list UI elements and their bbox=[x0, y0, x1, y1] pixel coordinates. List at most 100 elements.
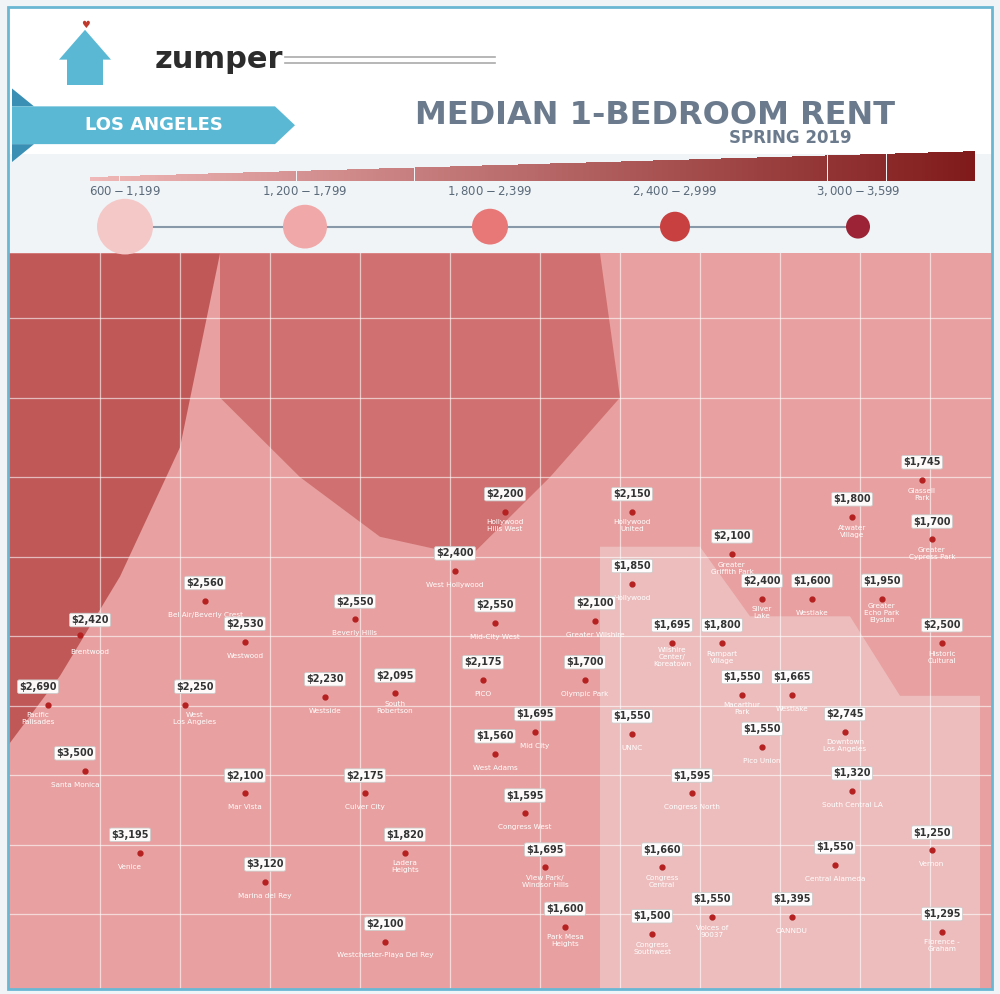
Bar bbox=[810, 156, 813, 181]
Text: $2,150: $2,150 bbox=[613, 489, 651, 499]
Bar bbox=[518, 164, 521, 181]
Bar bbox=[479, 166, 482, 181]
Bar bbox=[609, 162, 612, 181]
Bar bbox=[102, 177, 105, 181]
Bar bbox=[217, 173, 220, 181]
Bar bbox=[67, 58, 103, 85]
Text: $1,550: $1,550 bbox=[613, 712, 651, 722]
Polygon shape bbox=[12, 106, 295, 144]
Bar bbox=[264, 172, 267, 181]
Bar bbox=[583, 163, 586, 181]
Bar bbox=[485, 165, 488, 181]
Bar bbox=[335, 170, 338, 181]
Bar bbox=[836, 155, 839, 181]
Bar bbox=[860, 154, 863, 181]
Bar bbox=[804, 156, 807, 181]
Text: $1,320: $1,320 bbox=[833, 768, 871, 778]
Bar bbox=[190, 174, 193, 181]
Bar bbox=[423, 167, 426, 181]
Bar bbox=[134, 176, 137, 181]
Text: $2,230: $2,230 bbox=[306, 674, 344, 684]
Text: $2,175: $2,175 bbox=[346, 770, 384, 780]
Bar bbox=[948, 152, 951, 181]
Text: Venice: Venice bbox=[118, 864, 142, 870]
Bar bbox=[282, 171, 285, 181]
Bar bbox=[285, 171, 288, 181]
Bar bbox=[367, 169, 370, 181]
Bar bbox=[512, 165, 515, 181]
Bar bbox=[736, 158, 739, 181]
Bar bbox=[302, 171, 305, 181]
Text: Downtown
Los Angeles: Downtown Los Angeles bbox=[823, 740, 867, 752]
Text: Pico Union: Pico Union bbox=[743, 757, 781, 763]
Bar bbox=[780, 157, 783, 181]
Bar bbox=[763, 157, 766, 181]
Bar bbox=[370, 169, 373, 181]
Text: $3,120: $3,120 bbox=[246, 860, 284, 870]
Bar bbox=[90, 177, 93, 181]
Bar bbox=[255, 172, 258, 181]
Bar bbox=[559, 163, 562, 181]
Bar bbox=[350, 169, 353, 181]
Bar bbox=[972, 151, 975, 181]
Text: $1,700: $1,700 bbox=[566, 657, 604, 667]
Bar bbox=[925, 152, 928, 181]
Text: $2,100: $2,100 bbox=[226, 770, 264, 780]
Bar bbox=[766, 157, 768, 181]
Bar bbox=[922, 153, 925, 181]
Circle shape bbox=[472, 209, 508, 245]
Text: Greater
Griffith Park: Greater Griffith Park bbox=[711, 562, 753, 575]
Bar bbox=[338, 170, 341, 181]
Text: Wilshire
Center/
Koreatown: Wilshire Center/ Koreatown bbox=[653, 647, 691, 667]
Text: Congress
Central: Congress Central bbox=[645, 875, 679, 888]
Bar bbox=[857, 154, 860, 181]
Bar bbox=[639, 161, 642, 181]
Bar bbox=[261, 172, 264, 181]
Bar bbox=[636, 161, 639, 181]
Text: Hollywood
United: Hollywood United bbox=[613, 520, 651, 533]
Text: Pacific
Palisades: Pacific Palisades bbox=[21, 712, 55, 725]
Bar bbox=[887, 154, 889, 181]
Bar bbox=[869, 154, 872, 181]
Bar bbox=[462, 166, 465, 181]
Bar bbox=[686, 159, 689, 181]
Bar bbox=[93, 177, 96, 181]
Text: $600 - $1,199: $600 - $1,199 bbox=[89, 184, 161, 198]
Bar bbox=[447, 167, 450, 181]
Text: Westlake: Westlake bbox=[776, 706, 808, 712]
Bar bbox=[777, 157, 780, 181]
Bar bbox=[830, 155, 833, 181]
Bar bbox=[839, 155, 842, 181]
Polygon shape bbox=[220, 253, 620, 557]
Bar bbox=[828, 155, 830, 181]
Text: Greater
Cypress Park: Greater Cypress Park bbox=[909, 547, 955, 560]
Bar bbox=[441, 167, 444, 181]
Text: Greater
Echo Park
Elysian: Greater Echo Park Elysian bbox=[864, 602, 900, 622]
Circle shape bbox=[660, 212, 690, 242]
Text: $1,660: $1,660 bbox=[643, 845, 681, 855]
Bar bbox=[258, 172, 261, 181]
Bar bbox=[568, 163, 571, 181]
Text: $2,500: $2,500 bbox=[923, 620, 961, 630]
Text: UNNC: UNNC bbox=[621, 746, 643, 751]
Text: $1,395: $1,395 bbox=[773, 895, 811, 905]
Text: CANNDU: CANNDU bbox=[776, 928, 808, 934]
Text: $2,745: $2,745 bbox=[826, 709, 864, 719]
Bar bbox=[659, 160, 662, 181]
Bar bbox=[291, 171, 294, 181]
Bar bbox=[692, 159, 695, 181]
Bar bbox=[606, 162, 609, 181]
Bar bbox=[308, 171, 311, 181]
Bar bbox=[718, 159, 721, 181]
Bar bbox=[648, 161, 650, 181]
Text: $1,595: $1,595 bbox=[673, 770, 711, 780]
Text: $1,695: $1,695 bbox=[526, 845, 564, 855]
Bar bbox=[323, 170, 326, 181]
Bar bbox=[503, 165, 506, 181]
Bar bbox=[476, 166, 479, 181]
Bar bbox=[164, 175, 167, 181]
Bar bbox=[279, 171, 282, 181]
Bar bbox=[769, 157, 771, 181]
Polygon shape bbox=[8, 253, 220, 746]
Bar bbox=[379, 169, 382, 181]
